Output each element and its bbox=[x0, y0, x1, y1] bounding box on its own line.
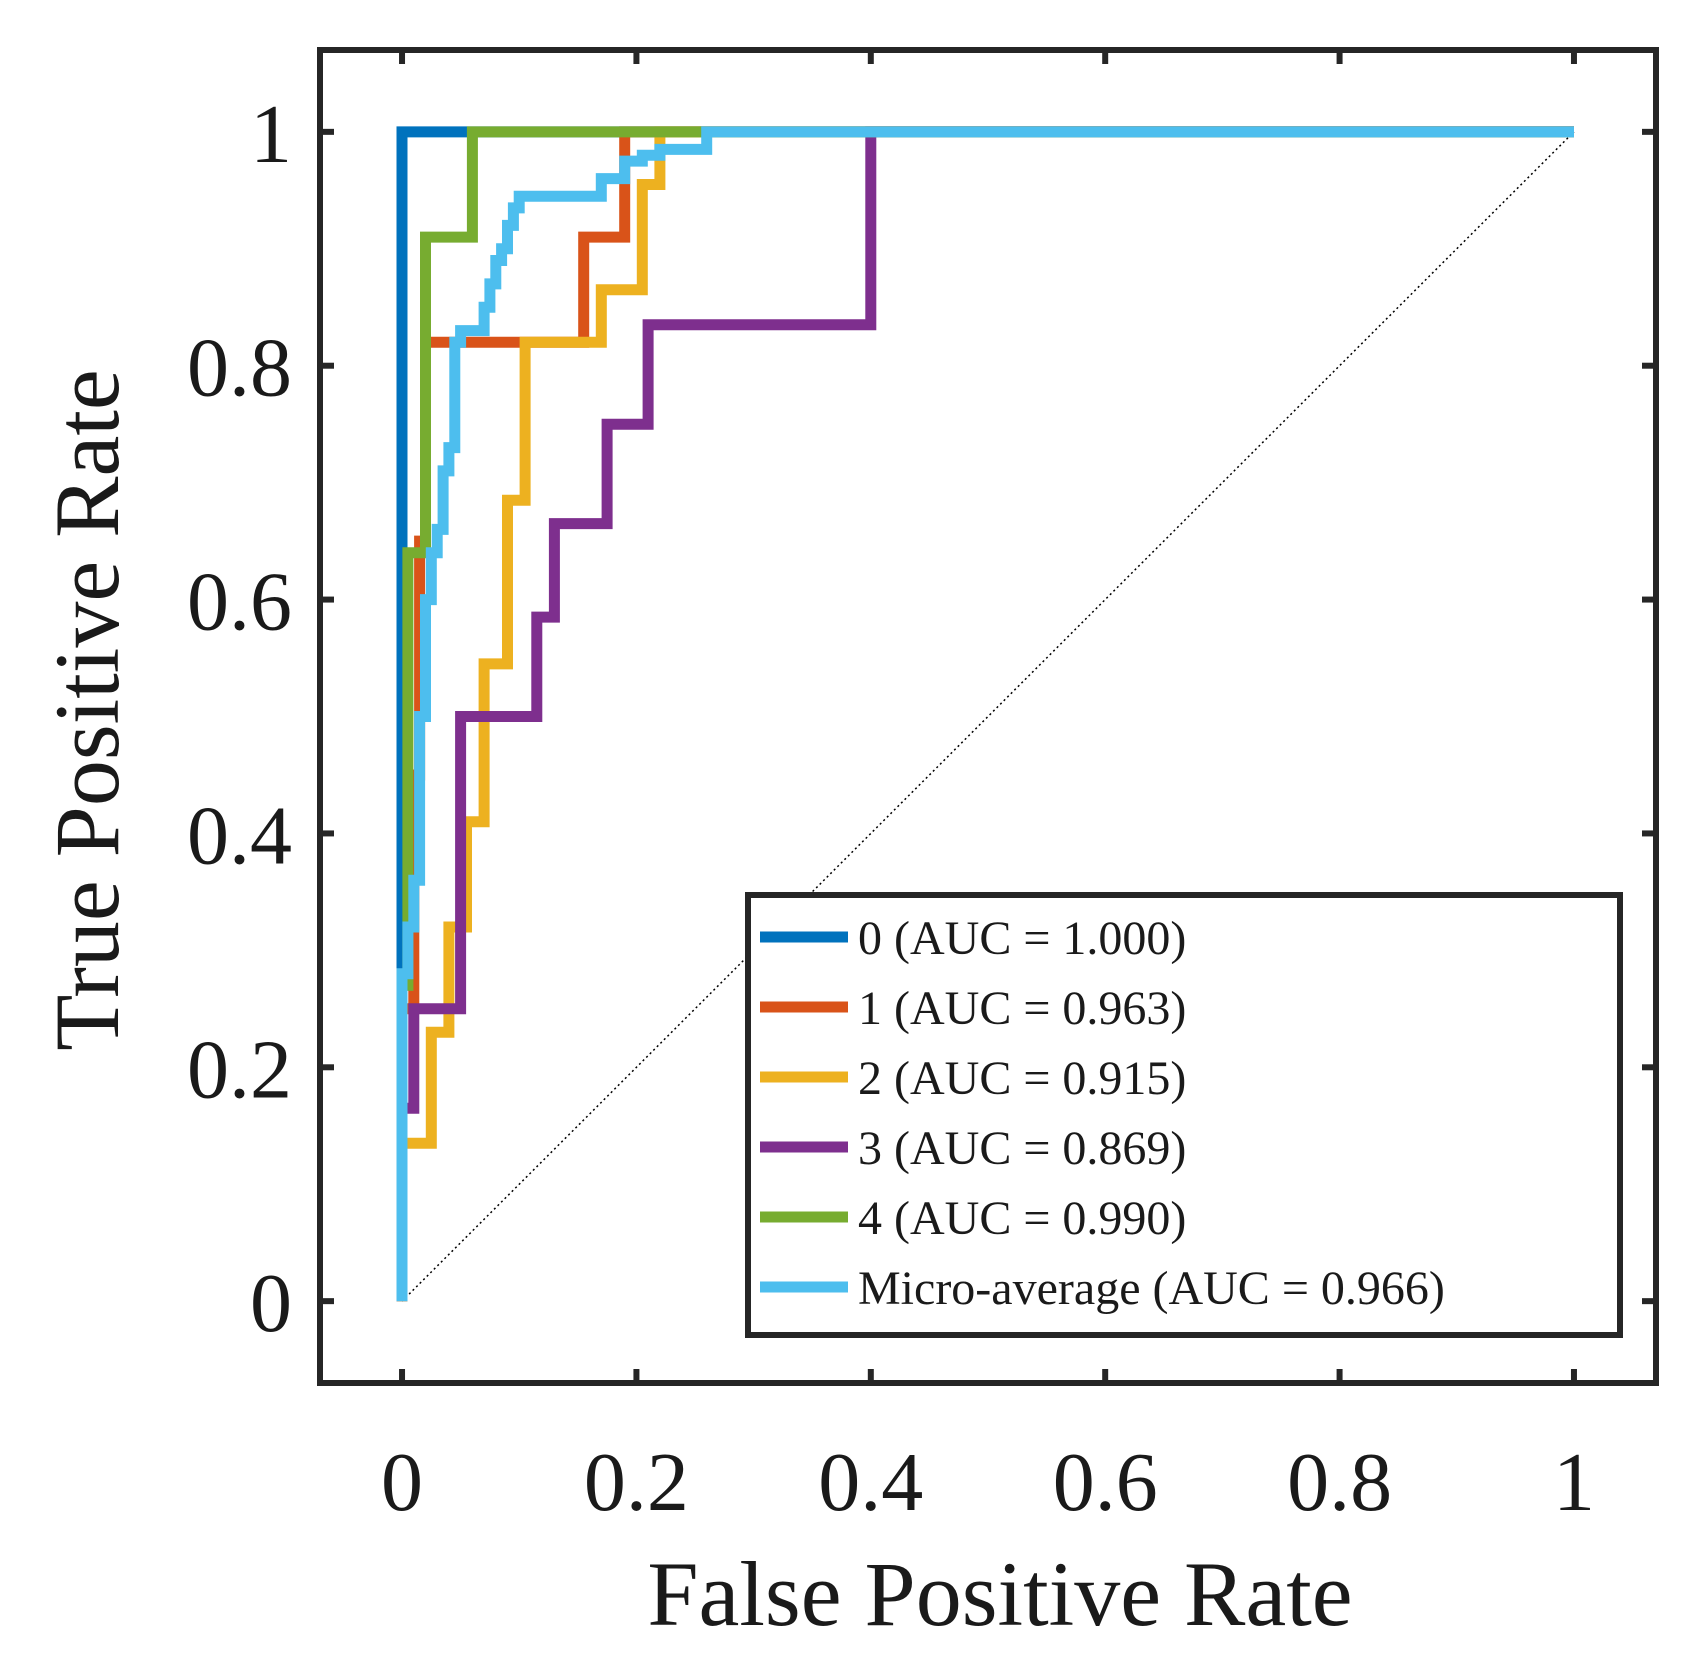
y-tick-label: 0.4 bbox=[187, 789, 292, 882]
y-tick-label: 0 bbox=[250, 1257, 292, 1350]
axes: 0 0.2 0.4 0.6 0.8 1 0 0.2 0.4 0.6 0.8 1 bbox=[187, 47, 1659, 1529]
legend-box bbox=[745, 892, 1623, 1338]
legend-label-3: 3 (AUC = 0.869) bbox=[858, 1122, 1186, 1175]
y-axis-label: True Positive Rate bbox=[36, 369, 138, 1051]
y-tick-label: 0.8 bbox=[187, 322, 292, 415]
y-tick-label: 0.2 bbox=[187, 1023, 292, 1116]
x-tick-label: 1 bbox=[1553, 1436, 1595, 1529]
legend-label-5: Micro-average (AUC = 0.966) bbox=[858, 1262, 1445, 1315]
series-line-3 bbox=[396, 126, 1574, 1302]
series-line-5 bbox=[396, 126, 1574, 1302]
legend-label-4: 4 (AUC = 0.990) bbox=[858, 1192, 1186, 1245]
x-tick-label: 0.8 bbox=[1287, 1436, 1392, 1529]
legend: 0 (AUC = 1.000) 1 (AUC = 0.963) 2 (AUC = 0… bbox=[745, 892, 1623, 1338]
x-tick-label: 0.4 bbox=[818, 1436, 923, 1529]
chance-diagonal-line bbox=[401, 131, 1575, 1302]
x-axis-label: False Positive Rate bbox=[647, 1543, 1352, 1645]
legend-label-2: 2 (AUC = 0.915) bbox=[858, 1052, 1186, 1105]
axes-frame bbox=[317, 47, 1659, 1386]
legend-label-0: 0 (AUC = 1.000) bbox=[858, 912, 1186, 965]
x-tick-label: 0.2 bbox=[584, 1436, 689, 1529]
plot-area bbox=[396, 126, 1575, 1302]
y-tick-label: 1 bbox=[250, 88, 292, 181]
y-tick-label: 0.6 bbox=[187, 556, 292, 649]
legend-label-1: 1 (AUC = 0.963) bbox=[858, 982, 1186, 1035]
x-tick-label: 0 bbox=[381, 1436, 423, 1529]
series-line-2 bbox=[396, 126, 1574, 1302]
x-tick-label: 0.6 bbox=[1053, 1436, 1158, 1529]
